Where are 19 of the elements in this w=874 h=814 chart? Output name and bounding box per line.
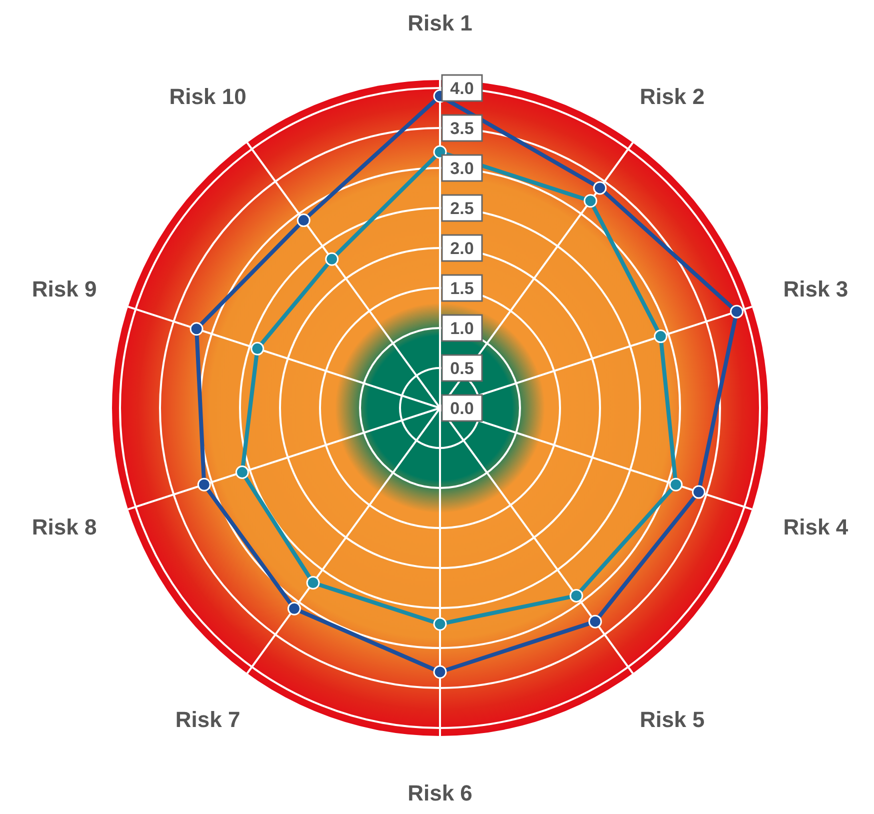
spoke-label: Risk 5 — [640, 707, 705, 732]
y-tick-label: 1.5 — [450, 278, 474, 298]
y-tick-label: 2.0 — [450, 238, 474, 258]
spoke-label: Risk 3 — [783, 276, 848, 302]
spoke-label: Risk 2 — [640, 84, 705, 110]
y-tick-label: 2.5 — [450, 198, 474, 218]
spoke-label: Risk 1 — [408, 10, 472, 36]
spoke-label: Risk 7 — [175, 707, 240, 732]
spoke-label: Risk 8 — [32, 514, 97, 540]
y-tick-label: 0.0 — [450, 398, 474, 418]
y-tick-label: 1.0 — [450, 318, 474, 338]
y-tick-label: 3.5 — [450, 118, 474, 138]
y-tick-label: 3.0 — [450, 158, 474, 178]
y-tick-label: 0.5 — [450, 358, 474, 378]
spoke-label: Risk 9 — [32, 276, 97, 302]
spoke-label: Risk 4 — [783, 514, 849, 540]
spoke-label: Risk 10 — [169, 84, 246, 110]
spoke-label: Risk 6 — [408, 780, 472, 806]
y-tick-label: 4.0 — [450, 78, 474, 98]
